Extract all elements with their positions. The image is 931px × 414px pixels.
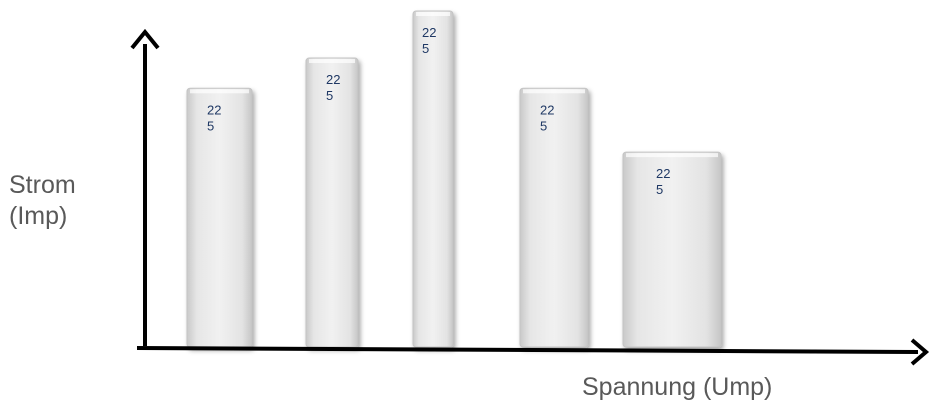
bar-5-label-line2: 5: [656, 182, 663, 197]
bar-3-label-line1: 22: [422, 25, 436, 40]
x-axis-title-text: Spannung (Ump): [582, 373, 773, 401]
y-axis-title: Strom (Imp): [9, 170, 129, 233]
bar-1-bevel: [190, 89, 249, 94]
bar-3-label-line2: 5: [422, 41, 429, 56]
bar-1: 225: [186, 87, 253, 348]
bar-5: 225: [622, 151, 722, 348]
bar-2: 225: [305, 57, 359, 348]
y-axis-arrow-icon: [130, 28, 160, 50]
bar-1-label-line2: 5: [207, 118, 214, 133]
bar-2-label-line2: 5: [326, 88, 333, 103]
bar-4-bevel: [523, 89, 585, 94]
bar-1-shape: [186, 87, 253, 348]
bar-4-shape: [519, 87, 589, 348]
bar-4-label-line2: 5: [540, 118, 547, 133]
bar-2-label-line1: 22: [326, 72, 340, 87]
bar-4-label-line1: 22: [540, 102, 554, 117]
bar-3: 225: [412, 10, 454, 348]
y-axis-title-line2: (Imp): [9, 202, 68, 231]
x-axis-title: Spannung (Ump): [582, 372, 772, 403]
x-axis-line: [136, 346, 919, 354]
bar-4: 225: [519, 87, 589, 348]
bar-3-bevel: [416, 12, 450, 16]
bar-5-bevel: [626, 153, 718, 158]
bar-1-label-line1: 22: [207, 102, 221, 117]
bar-2-bevel: [309, 59, 355, 64]
y-axis-title-line1: Strom: [9, 171, 76, 199]
x-axis-arrow-icon: [910, 338, 930, 366]
bar-3-shape: [412, 10, 454, 348]
bar-5-shape: [622, 151, 722, 348]
bar-5-label-line1: 22: [656, 166, 670, 181]
axes: [130, 28, 930, 366]
